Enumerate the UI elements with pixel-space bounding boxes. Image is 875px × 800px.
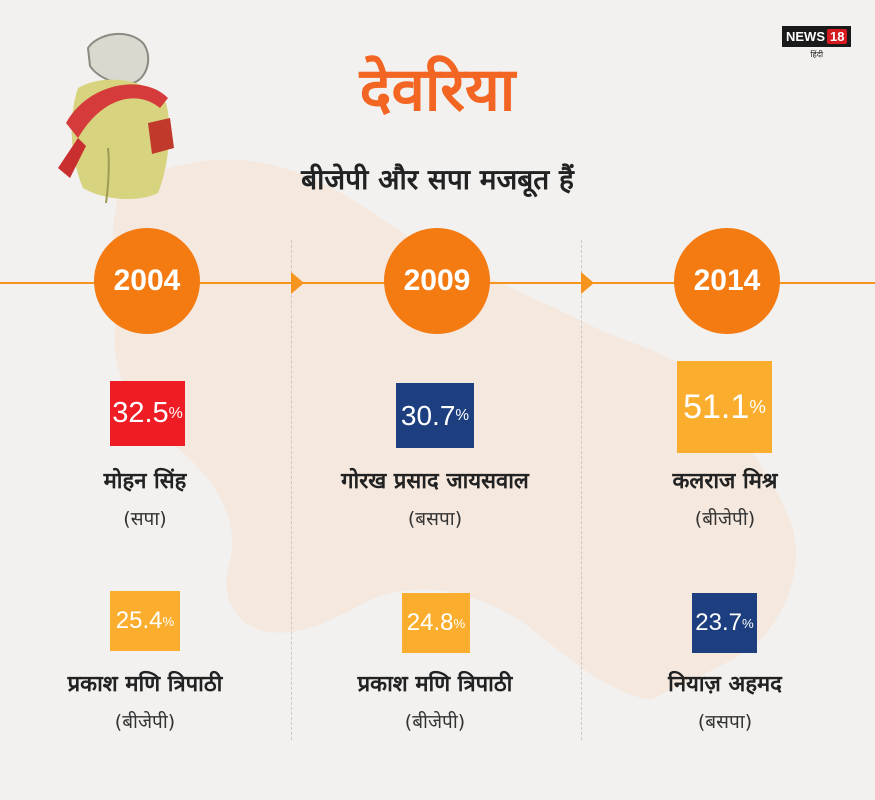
logo-brand: NEWS — [786, 29, 825, 44]
candidate-party: (बसपा) — [407, 508, 463, 530]
percent-sign: % — [749, 396, 766, 417]
timeline-arrow — [581, 272, 594, 294]
news18-logo: NEWS 18 हिंदी — [782, 26, 852, 60]
percent-sign: % — [453, 615, 466, 631]
timeline-arrow — [291, 272, 304, 294]
logo-number: 18 — [827, 29, 848, 44]
candidate-name: प्रकाश मणि त्रिपाठी — [67, 672, 223, 697]
vote-share-badge: 25.4% — [110, 591, 180, 651]
candidate-party: (बीजेपी) — [404, 711, 466, 733]
vote-share-badge: 51.1% — [677, 361, 772, 453]
percent-sign: % — [168, 404, 183, 422]
candidate-name: नियाज़ अहमद — [668, 672, 782, 697]
candidate-name: प्रकाश मणि त्रिपाठी — [357, 672, 513, 697]
candidate-name: गोरख प्रसाद जायसवाल — [341, 469, 529, 494]
vote-share-value: 24.8 — [406, 609, 454, 636]
year-circle: 2014 — [674, 228, 780, 334]
candidate-party: (बसपा) — [697, 711, 753, 733]
page-title: देवरिया — [359, 55, 516, 125]
voter-illustration — [58, 32, 174, 204]
percent-sign: % — [455, 406, 470, 424]
vote-share-value: 32.5 — [112, 397, 169, 429]
logo-sub: हिंदी — [810, 50, 824, 59]
vote-share-badge: 32.5% — [110, 381, 185, 446]
percent-sign: % — [162, 613, 175, 629]
year-circle: 2004 — [94, 228, 200, 334]
vote-share-value: 25.4 — [115, 607, 163, 634]
column-divider — [291, 240, 292, 740]
percent-sign: % — [741, 615, 754, 631]
year-circle: 2009 — [384, 228, 490, 334]
candidate-party: (सपा) — [123, 508, 167, 530]
candidate-party: (बीजेपी) — [694, 508, 756, 530]
vote-share-value: 51.1 — [683, 387, 750, 426]
candidate-name: मोहन सिंह — [103, 469, 187, 494]
candidate-party: (बीजेपी) — [114, 711, 176, 733]
candidate-name: कलराज मिश्र — [672, 469, 778, 494]
vote-share-badge: 23.7% — [692, 593, 757, 653]
vote-share-badge: 24.8% — [402, 593, 470, 653]
page-subtitle: बीजेपी और सपा मजबूत हैं — [301, 163, 574, 196]
vote-share-value: 23.7 — [695, 609, 742, 636]
vote-share-badge: 30.7% — [396, 383, 474, 448]
vote-share-value: 30.7 — [400, 399, 456, 431]
column-divider — [581, 240, 582, 740]
